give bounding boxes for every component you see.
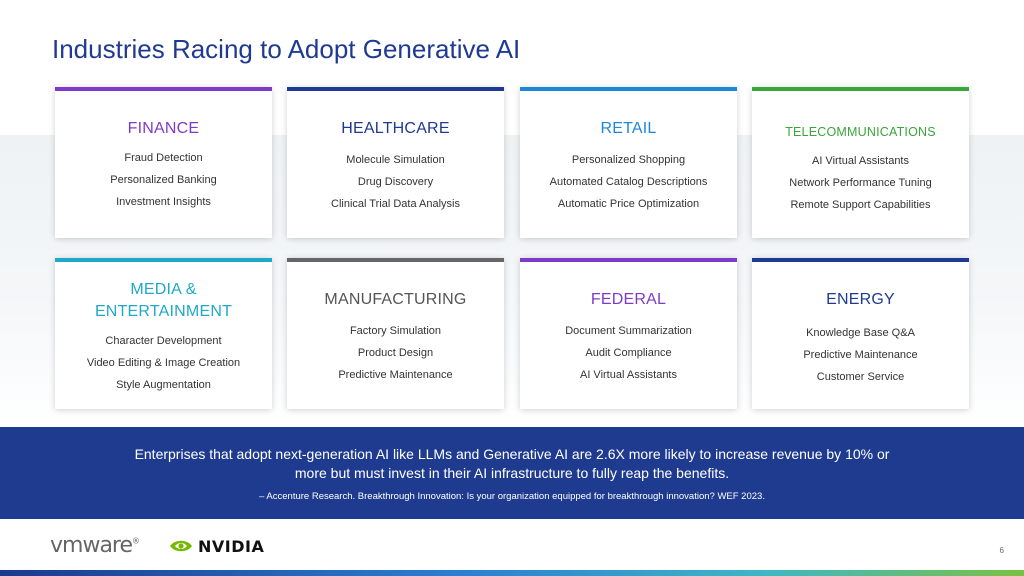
registered-mark: ® <box>132 536 141 546</box>
card-items: Knowledge Base Q&A Predictive Maintenanc… <box>752 322 969 388</box>
list-item: Personalized Shopping <box>571 154 686 166</box>
card-heading: TELECOMMUNICATIONS <box>785 125 936 139</box>
slide-title: Industries Racing to Adopt Generative AI <box>52 34 521 64</box>
list-item: AI Virtual Assistants <box>579 369 677 381</box>
card-heading: ENERGY <box>826 291 895 308</box>
card-heading: HEALTHCARE <box>341 120 450 137</box>
nvidia-eye-icon <box>170 540 192 552</box>
list-item: Knowledge Base Q&A <box>806 327 915 339</box>
card-healthcare: HEALTHCARE Molecule Simulation Drug Disc… <box>287 87 504 238</box>
list-item: Automatic Price Optimization <box>557 198 700 210</box>
card-heading-line2: ENTERTAINMENT <box>94 303 233 320</box>
card-items: Document Summarization Audit Compliance … <box>520 320 737 386</box>
footer-gradient-bar <box>0 570 1024 576</box>
list-item: Automated Catalog Descriptions <box>549 176 708 188</box>
page-number: 6 <box>999 546 1004 555</box>
card-heading: FEDERAL <box>590 291 667 308</box>
list-item: Network Performance Tuning <box>789 177 932 189</box>
list-item: Remote Support Capabilities <box>790 199 931 211</box>
card-items: Factory Simulation Product Design Predic… <box>287 320 504 386</box>
card-federal: FEDERAL Document Summarization Audit Com… <box>520 258 737 409</box>
card-items: Fraud Detection Personalized Banking Inv… <box>55 147 272 213</box>
card-telecommunications: TELECOMMUNICATIONS AI Virtual Assistants… <box>752 87 969 238</box>
list-item: Character Development <box>105 335 222 347</box>
list-item: Investment Insights <box>116 196 211 208</box>
card-items: Personalized Shopping Automated Catalog … <box>520 149 737 215</box>
list-item: Product Design <box>357 347 434 359</box>
list-item: Predictive Maintenance <box>803 349 918 361</box>
list-item: Fraud Detection <box>124 152 203 164</box>
list-item: Personalized Banking <box>110 174 217 186</box>
card-media-entertainment: MEDIA & ENTERTAINMENT Character Developm… <box>55 258 272 409</box>
card-manufacturing: MANUFACTURING Factory Simulation Product… <box>287 258 504 409</box>
nvidia-logo-text: NVIDIA <box>198 536 265 556</box>
card-heading: MEDIA & <box>130 281 197 298</box>
card-items: Molecule Simulation Drug Discovery Clini… <box>287 149 504 215</box>
list-item: Predictive Maintenance <box>338 369 453 381</box>
vmware-logo-text: vmware <box>50 533 133 558</box>
banner-citation: – Accenture Research. Breakthrough Innov… <box>259 491 765 502</box>
card-finance: FINANCE Fraud Detection Personalized Ban… <box>55 87 272 238</box>
quote-banner: Enterprises that adopt next-generation A… <box>0 427 1024 519</box>
list-item: Molecule Simulation <box>346 154 445 166</box>
banner-statement: Enterprises that adopt next-generation A… <box>134 446 890 481</box>
list-item: Customer Service <box>816 371 905 383</box>
vmware-logo: vmware® <box>50 533 140 558</box>
list-item: Document Summarization <box>565 325 692 337</box>
card-energy: ENERGY Knowledge Base Q&A Predictive Mai… <box>752 258 969 409</box>
list-item: Factory Simulation <box>349 325 442 337</box>
card-heading: RETAIL <box>600 120 657 137</box>
list-item: AI Virtual Assistants <box>811 155 909 167</box>
card-heading: MANUFACTURING <box>324 291 467 308</box>
card-items: Character Development Video Editing & Im… <box>55 330 272 396</box>
list-item: Style Augmentation <box>116 379 211 391</box>
list-item: Video Editing & Image Creation <box>86 357 241 369</box>
list-item: Audit Compliance <box>585 347 672 359</box>
list-item: Drug Discovery <box>357 176 434 188</box>
nvidia-logo: NVIDIA <box>168 534 264 558</box>
card-retail: RETAIL Personalized Shopping Automated C… <box>520 87 737 238</box>
card-items: AI Virtual Assistants Network Performanc… <box>752 150 969 216</box>
list-item: Clinical Trial Data Analysis <box>331 198 460 210</box>
card-heading: FINANCE <box>127 120 200 137</box>
